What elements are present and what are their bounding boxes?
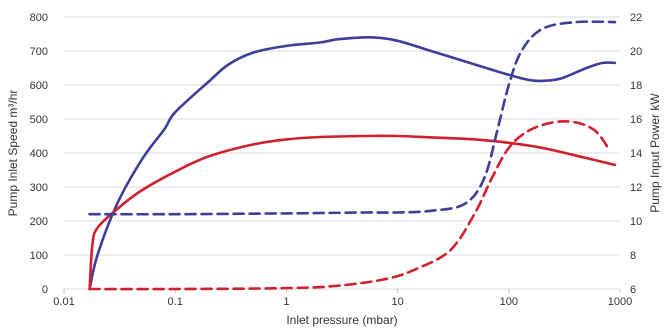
axes: 0 100 200 300 400 500 600 700 800 6 8 10 12 14 16 18 20 2… — [30, 12, 643, 308]
y-tick-label: 100 — [30, 250, 48, 262]
y-tick-label: 600 — [30, 80, 48, 92]
y-tick-label: 500 — [30, 114, 48, 126]
y2-tick-label: 16 — [630, 114, 642, 126]
y2-tick-label: 10 — [630, 216, 642, 228]
y2-tick-label: 18 — [630, 80, 642, 92]
series-line-4 — [88, 120, 611, 291]
y-tick-label: 400 — [30, 148, 48, 160]
x-axis-title: Inlet pressure (mbar) — [286, 313, 397, 327]
y-tick-label: 300 — [30, 182, 48, 194]
y2-tick-label: 6 — [630, 284, 636, 296]
y2-tick-label: 8 — [630, 250, 636, 262]
gridlines — [64, 16, 620, 290]
x-tick-label: 1 — [283, 296, 289, 308]
y-tick-label: 700 — [30, 46, 48, 58]
x-tick-label: 1000 — [608, 296, 632, 308]
y2-tick-label: 22 — [630, 12, 642, 24]
x-tick-label: 10 — [391, 296, 403, 308]
series-layer — [88, 20, 617, 291]
series-line-2 — [88, 134, 617, 291]
series-line-3 — [88, 20, 617, 216]
series-line-1 — [88, 36, 617, 291]
x-tick-label: 0.01 — [53, 296, 74, 308]
y-tick-label: 200 — [30, 216, 48, 228]
y2-tick-label: 12 — [630, 182, 642, 194]
y-axis-title: Pump Inlet Speed m³/hr — [6, 90, 20, 217]
x-tick-label: 100 — [500, 296, 518, 308]
y2-tick-label: 20 — [630, 46, 642, 58]
y-tick-label: 800 — [30, 12, 48, 24]
y-tick-label: 0 — [42, 284, 48, 296]
x-tick-label: 0.1 — [168, 296, 183, 308]
y2-axis-title: Pump Input Power kW — [648, 93, 662, 213]
y2-tick-label: 14 — [630, 148, 642, 160]
